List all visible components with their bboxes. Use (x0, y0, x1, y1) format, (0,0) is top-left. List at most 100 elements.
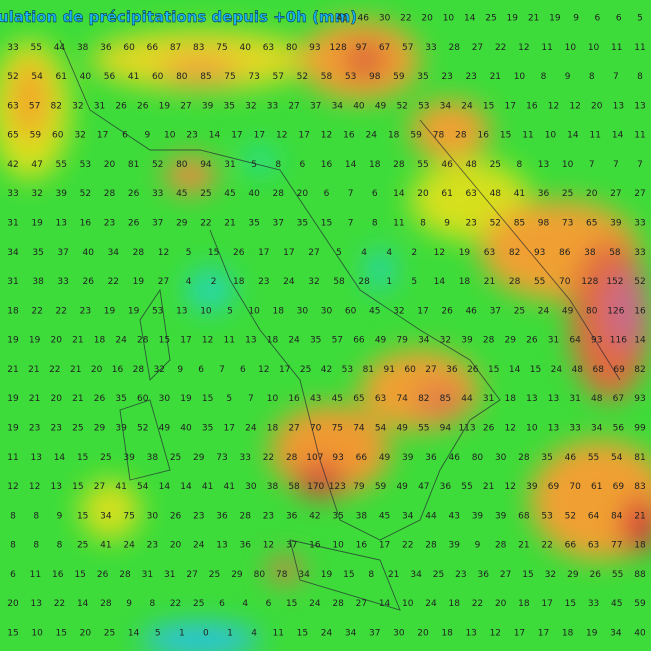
grid-value: 152 (606, 277, 623, 287)
grid-value: 11 (30, 570, 41, 580)
grid-value: 93 (591, 336, 602, 346)
grid-value: 60 (404, 365, 416, 375)
grid-value: 19 (159, 101, 171, 111)
grid-value: 23 (186, 131, 197, 141)
grid-value: 66 (353, 336, 365, 346)
grid-value: 21 (70, 365, 81, 375)
grid-value: 25 (562, 189, 573, 199)
grid-value: 15 (530, 365, 541, 375)
grid-value: 39 (448, 541, 460, 551)
grid-value: 38 (267, 482, 279, 492)
grid-value: 23 (465, 219, 476, 229)
grid-value: 13 (216, 541, 227, 551)
grid-value: 46 (358, 14, 370, 24)
grid-value: 26 (83, 277, 95, 287)
grid-value: 26 (128, 189, 140, 199)
grid-value: 21 (528, 14, 539, 24)
grid-value: 19 (321, 570, 333, 580)
grid-value: 31 (483, 394, 494, 404)
grid-value: 37 (310, 101, 321, 111)
grid-value: 34 (440, 101, 452, 111)
grid-value: 20 (586, 189, 598, 199)
grid-value: 18 (634, 541, 646, 551)
grid-value: 25 (72, 424, 83, 434)
grid-value: 18 (369, 160, 381, 170)
grid-value: 23 (193, 511, 204, 521)
grid-value: 39 (56, 189, 68, 199)
grid-value: 17 (231, 131, 242, 141)
grid-value: 60 (152, 72, 164, 82)
grid-value: 113 (458, 424, 475, 434)
grid-value: 10 (200, 306, 212, 316)
grid-value: 40 (83, 248, 95, 258)
grid-value: 97 (356, 43, 367, 53)
grid-value: 25 (100, 453, 111, 463)
grid-value: 21 (28, 365, 39, 375)
grid-value: 8 (637, 72, 643, 82)
grid-value: 66 (565, 541, 577, 551)
grid-value: 31 (94, 101, 105, 111)
grid-value: 28 (393, 160, 405, 170)
grid-value: 14 (464, 14, 476, 24)
grid-value: 17 (97, 131, 108, 141)
grid-value: 38 (584, 248, 596, 258)
grid-value: 13 (548, 394, 559, 404)
grid-value: 20 (417, 189, 429, 199)
grid-value: 24 (245, 424, 257, 434)
grid-value: 61 (591, 482, 602, 492)
grid-value: 65 (7, 131, 18, 141)
grid-value: 24 (425, 599, 437, 609)
grid-value: 8 (368, 570, 374, 580)
grid-value: 39 (123, 453, 135, 463)
grid-value: 46 (441, 160, 453, 170)
grid-value: 38 (356, 511, 368, 521)
grid-value: 26 (483, 424, 495, 434)
grid-value: 10 (545, 131, 557, 141)
grid-value: 28 (133, 248, 145, 258)
grid-value: 55 (461, 482, 472, 492)
grid-value: 4 (186, 277, 192, 287)
grid-value: 31 (164, 570, 175, 580)
grid-value: 40 (634, 629, 646, 639)
grid-value: 94 (440, 424, 452, 434)
grid-value: 1 (227, 629, 233, 639)
grid-value: 14 (345, 160, 357, 170)
grid-value: 24 (193, 541, 205, 551)
grid-value: 19 (128, 306, 140, 316)
grid-value: 68 (592, 365, 604, 375)
grid-value: 34 (7, 248, 19, 258)
grid-value: 8 (420, 219, 426, 229)
grid-value: 33 (634, 248, 645, 258)
grid-value: 63 (484, 248, 495, 258)
grid-value: 52 (396, 101, 407, 111)
grid-value: 45 (224, 189, 235, 199)
grid-value: 8 (372, 219, 378, 229)
grid-value: 15 (483, 101, 494, 111)
grid-value: 53 (541, 511, 552, 521)
grid-value: 9 (126, 599, 132, 609)
grid-value: 27 (94, 482, 105, 492)
grid-value: 13 (245, 336, 256, 346)
grid-value: 28 (358, 277, 370, 287)
grid-value: 17 (379, 541, 390, 551)
grid-value: 18 (267, 424, 279, 434)
grid-value: 22 (108, 277, 119, 287)
grid-value: 36 (216, 511, 228, 521)
grid-value: 16 (478, 131, 490, 141)
grid-value: 13 (548, 424, 559, 434)
grid-value: 39 (472, 511, 484, 521)
grid-value: 7 (613, 160, 619, 170)
grid-value: 32 (74, 131, 85, 141)
grid-value: 23 (80, 306, 91, 316)
grid-value: 64 (588, 511, 600, 521)
grid-value: 15 (56, 629, 67, 639)
grid-value: 24 (551, 365, 563, 375)
grid-value: 25 (485, 14, 496, 24)
grid-value: 49 (375, 336, 387, 346)
grid-value: 15 (500, 131, 511, 141)
grid-value: 24 (309, 599, 321, 609)
grid-value: 25 (77, 541, 88, 551)
grid-value: 10 (588, 43, 600, 53)
grid-value: 21 (224, 219, 235, 229)
grid-value: 21 (388, 570, 399, 580)
